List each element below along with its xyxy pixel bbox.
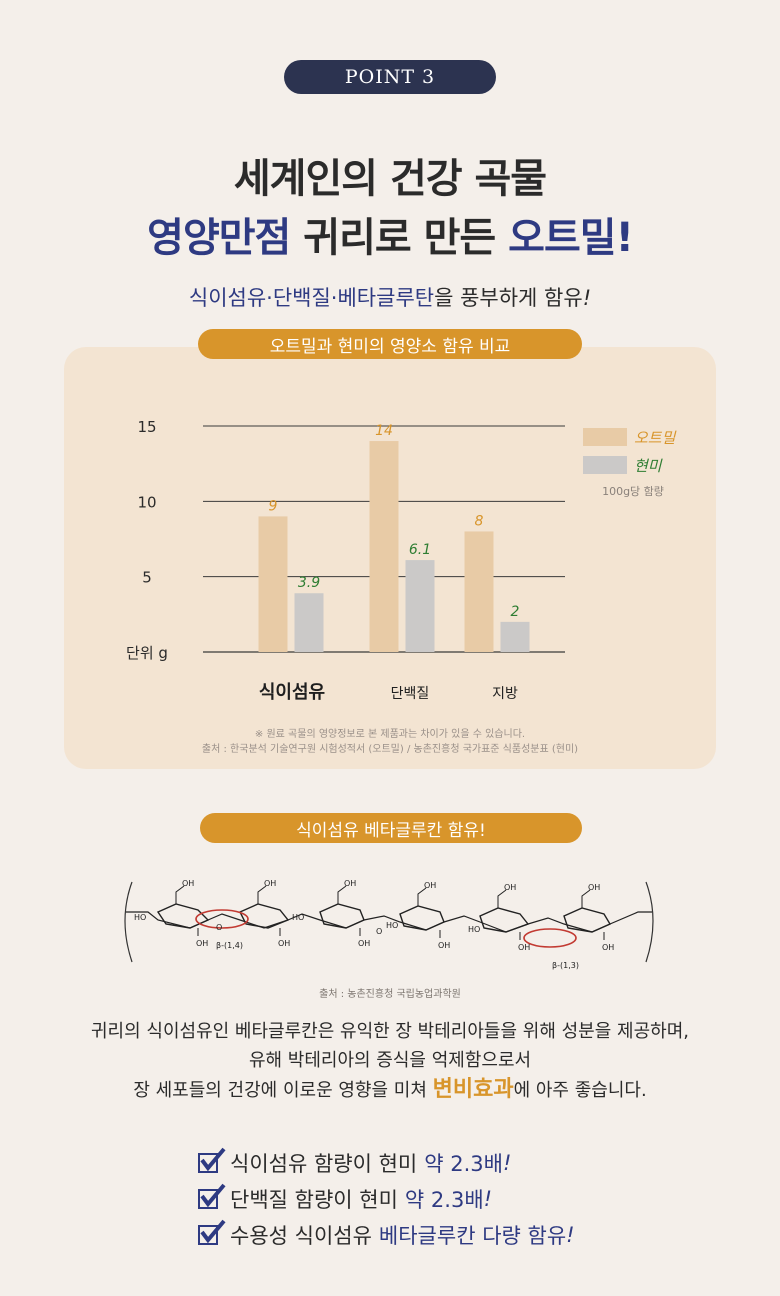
oh-label: OH (196, 939, 208, 948)
description-line-3-post: 에 아주 좋습니다. (513, 1080, 647, 1101)
checklist-item-text: 식이섬유 함량이 현미 (230, 1152, 418, 1176)
oh-label: OH (264, 879, 276, 888)
y-tick-label: 15 (137, 418, 156, 436)
bar-value-label: 3.9 (298, 575, 320, 591)
molecule-source: 출처 : 농촌진흥청 국립농업과학원 (319, 989, 461, 1000)
ho-label: HO (134, 913, 146, 922)
legend-label: 현미 (634, 457, 663, 475)
bar-brown-rice (294, 593, 324, 652)
beta-1-4-label: β-(1,4) (216, 941, 243, 950)
left-bracket (124, 881, 133, 963)
ho-label: HO (292, 913, 304, 922)
beta-1-3-linkage-highlight (523, 928, 577, 948)
bar-brown-rice (500, 621, 530, 652)
beta-glucan-structure: OH OH OH OH OH OH HO O HO O HO HO OH OH … (124, 879, 654, 970)
legend-note: 100g당 함량 (602, 485, 664, 498)
subheadline-highlight: 식이섬유·단백질·베타글루탄 (188, 286, 435, 310)
bar-value-label: 6.1 (409, 542, 431, 558)
glucose-ring-4 (399, 905, 445, 931)
y-tick-label: 5 (142, 569, 152, 587)
x-category-label: 단백질 (391, 686, 430, 702)
oh-label: OH (358, 939, 370, 948)
description-paragraph: 귀리의 식이섬유인 베타글루칸은 유익한 장 박테리아들을 위해 성분을 제공하… (0, 1017, 780, 1105)
bar-brown-rice (405, 560, 435, 652)
o-label: O (216, 923, 222, 932)
oh-label: OH (602, 943, 614, 952)
oh-label: OH (344, 879, 356, 888)
headline-highlight-2: 오트밀! (508, 215, 634, 261)
headline-line2: 영양만점 귀리로 만든 오트밀! (0, 205, 780, 263)
checklist-item: 식이섬유 함량이 현미 약 2.3배! (198, 1145, 575, 1181)
checkbox-icon (198, 1147, 226, 1173)
checklist-item-highlight: 약 2.3배 (404, 1188, 484, 1212)
bar-value-label: 8 (475, 513, 484, 529)
headline-line1: 세계인의 건강 곡물 (233, 156, 547, 202)
oh-label: OH (182, 879, 194, 888)
checklist-item: 수용성 식이섬유 베타글루칸 다량 함유! (198, 1217, 575, 1253)
oh-label: OH (518, 943, 530, 952)
checkbox-icon (198, 1183, 226, 1209)
chart-title-pill: 오트밀과 현미의 영양소 함유 비교 (198, 329, 582, 359)
glucose-ring-6 (563, 907, 612, 933)
point-badge: POINT 3 (284, 60, 496, 94)
checklist-item: 단백질 함량이 현미 약 2.3배! (198, 1181, 575, 1217)
legend-label: 오트밀 (634, 429, 677, 447)
checklist-item-exclaim: ! (566, 1223, 575, 1247)
oh-label: OH (504, 883, 516, 892)
ho-label: HO (386, 921, 398, 930)
bar-value-label: 2 (511, 604, 520, 620)
oh-label: OH (278, 939, 290, 948)
bar-oatmeal (258, 516, 288, 652)
ho-label: HO (468, 925, 480, 934)
oh-label: OH (438, 941, 450, 950)
glucose-ring-3 (319, 903, 365, 929)
checklist-item-exclaim: ! (502, 1151, 512, 1175)
description-line-2: 유해 박테리아의 증식을 억제함으로서 (248, 1050, 532, 1071)
subheadline-rest: 을 풍부하게 함유 (434, 286, 583, 310)
right-bracket (645, 881, 654, 963)
o-label: O (376, 927, 382, 936)
subheadline-exclaim: ! (582, 286, 592, 310)
headline-highlight-1: 영양만점 (147, 215, 291, 261)
oh-label: OH (588, 883, 600, 892)
glucose-ring-5 (479, 907, 530, 933)
bar-value-label: 9 (269, 498, 278, 514)
checklist-item-text: 단백질 함량이 현미 (230, 1188, 398, 1212)
bar-oatmeal (464, 531, 494, 652)
oh-label: OH (424, 881, 436, 890)
checklist-item-highlight: 베타글루칸 다량 함유 (378, 1224, 567, 1248)
description-highlight: 변비효과 (432, 1077, 514, 1102)
beta-1-4-linkage-highlight (195, 909, 249, 929)
glucan-backbone (126, 911, 652, 933)
checkbox-icon (198, 1219, 226, 1245)
bar-oatmeal (369, 441, 399, 652)
y-axis-unit-label: 단위 g (126, 644, 168, 662)
description-line-1: 귀리의 식이섬유인 베타글루칸은 유익한 장 박테리아들을 위해 성분을 제공하… (91, 1021, 689, 1042)
x-category-label: 지방 (492, 686, 518, 702)
description-line-3-pre: 장 세포들의 건강에 이로운 영향을 미쳐 (133, 1080, 427, 1101)
chart-disclaimer: ※ 원료 곡물의 영양정보로 본 제품과는 차이가 있을 수 있습니다. (254, 729, 526, 740)
description-line-3: 장 세포들의 건강에 이로운 영향을 미쳐 변비효과에 아주 좋습니다. (0, 1075, 780, 1105)
subheadline: 식이섬유·단백질·베타글루탄을 풍부하게 함유! (0, 282, 780, 312)
chart-source: 출처 : 한국분석 기술연구원 시험성적서 (오트밀) / 농촌진흥청 국가표준… (201, 744, 579, 755)
bar-value-label: 14 (375, 423, 393, 439)
x-category-label: 식이섬유 (259, 682, 325, 703)
checklist-item-highlight: 약 2.3배 (424, 1152, 503, 1176)
headline-middle: 귀리로 만든 (303, 215, 496, 261)
y-tick-label: 10 (137, 493, 156, 511)
beta-glucan-pill: 식이섬유 베타글루칸 함유! (200, 813, 582, 843)
legend-swatch-brown-rice (583, 456, 627, 474)
checklist-item-exclaim: ! (483, 1187, 493, 1211)
legend-swatch-oatmeal (583, 428, 627, 446)
beta-1-3-label: β-(1,3) (552, 961, 579, 970)
benefit-checklist: 식이섬유 함량이 현미 약 2.3배! 단백질 함량이 현미 약 2.3배! 수… (198, 1145, 575, 1253)
checklist-item-text: 수용성 식이섬유 (230, 1224, 372, 1248)
